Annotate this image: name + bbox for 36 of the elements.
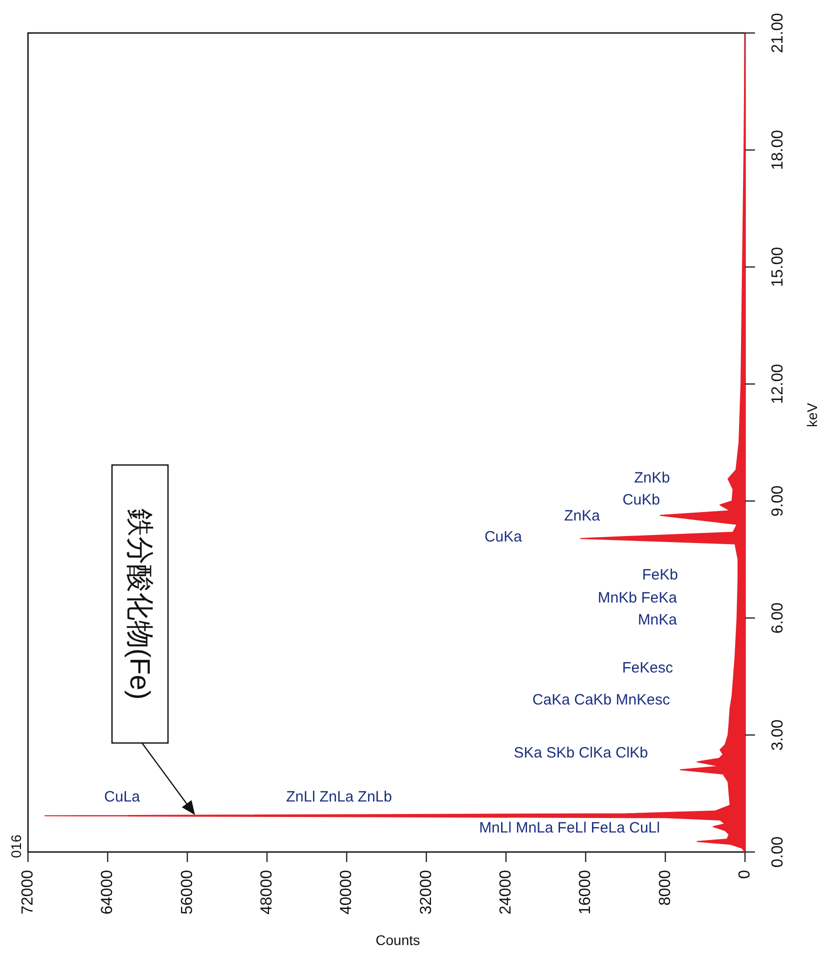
x-tick-label: 8000 (656, 870, 674, 906)
x-tick-label: 72000 (20, 870, 36, 914)
annotation: FeKb (642, 566, 678, 584)
y-tick-label: 18.00 (770, 130, 786, 170)
annotation: ZnLl ZnLa ZnLb (286, 788, 392, 806)
y-tick-label: 6.00 (770, 602, 786, 634)
x-tick-label: 64000 (99, 870, 116, 914)
x-tick-label: 56000 (178, 870, 196, 914)
annotation: MnKa (638, 612, 678, 628)
y-tick-label: 15.00 (770, 246, 786, 288)
annotation: CaKa CaKb MnKesc (532, 692, 670, 708)
annotation: CuKa (484, 528, 523, 546)
x-tick-label: 40000 (338, 870, 356, 914)
y-tick-label: 3.00 (770, 719, 786, 751)
annotation: MnLl MnLa FeLl FeLa CuLl (479, 820, 660, 836)
y-tick-label: 9.00 (770, 485, 786, 517)
annotation: 鉄分酸化物(Fe) (124, 508, 156, 700)
x-tick-label: 16000 (577, 870, 594, 914)
annotation: CuLa (104, 788, 141, 806)
annotation: CuKb (622, 492, 660, 508)
x-tick-label: 24000 (498, 870, 514, 914)
x-tick-label: 48000 (258, 870, 276, 914)
annotation: ZnKb (634, 470, 670, 486)
annotation: SKa SKb ClKa ClKb (514, 744, 648, 762)
text: 016 (8, 834, 24, 858)
annotation: MnKb FeKa (598, 590, 678, 606)
y-axis-title: keV (804, 402, 820, 428)
y-tick-label: 21.00 (770, 12, 786, 54)
annotation: ZnKa (564, 508, 601, 524)
plot: 0.00 3.00 6.00 9.00 12.00 15.00 18.00 21.00 72000 64000 56000 48000 40000 32000 24000 16000 8000 0 keV Counts ZnKb CuKb ZnKa CuKa FeKb MnKb FeKa MnKa FeKesc CaKa CaKb MnKesc SKa SKb ClKa ClKb CuLa ZnLl ZnLa ZnLb MnLl MnLa FeLl FeLa CuLl 016 鉄分酸化物(Fe) (8, 12, 820, 948)
y-tick-label: 12.00 (770, 364, 786, 404)
x-axis-title: Counts (376, 932, 420, 948)
x-tick-label: 0 (736, 870, 754, 879)
annotation: FeKesc (622, 660, 674, 676)
x-tick-label: 32000 (418, 870, 435, 914)
y-tick-label: 0.00 (770, 836, 786, 868)
